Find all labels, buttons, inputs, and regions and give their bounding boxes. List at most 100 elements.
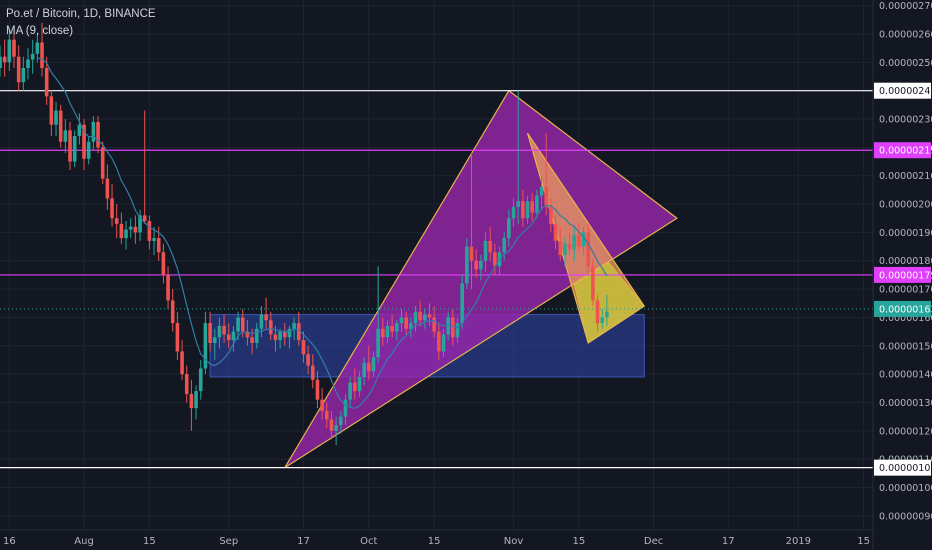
candle-body[interactable] [521,201,525,219]
candle-body[interactable] [292,323,296,329]
candle-body[interactable] [63,130,68,142]
candle-body[interactable] [385,325,390,338]
candle-body[interactable] [7,39,12,63]
candle-body[interactable] [525,201,530,219]
candle-body[interactable] [259,314,264,329]
candle-body[interactable] [418,311,422,321]
candle-body[interactable] [180,351,184,375]
candle-body[interactable] [474,260,478,270]
candle-body[interactable] [451,317,455,338]
candle-body[interactable] [72,136,77,162]
candle-body[interactable] [572,235,577,250]
candle-body[interactable] [147,221,152,241]
price-axis[interactable]: 0.000000900.000001000.000001100.00000120… [872,0,932,550]
candle-body[interactable] [399,317,404,324]
candle-body[interactable] [558,240,563,256]
candle-body[interactable] [539,187,544,196]
candle-body[interactable] [404,317,408,329]
candle-body[interactable] [198,368,203,392]
candle-body[interactable] [367,362,371,372]
candle-body[interactable] [231,331,236,341]
candle-body[interactable] [49,96,54,125]
candle-body[interactable] [170,300,175,324]
candle-body[interactable] [567,243,572,250]
candle-body[interactable] [362,362,366,377]
candle-body[interactable] [217,325,222,338]
candle-body[interactable] [581,232,586,247]
candle-body[interactable] [493,252,497,267]
candle-body[interactable] [553,223,558,241]
candle-body[interactable] [273,334,278,341]
candle-body[interactable] [208,323,212,343]
candle-body[interactable] [371,357,376,372]
candle-body[interactable] [268,320,273,335]
candle-body[interactable] [586,232,591,267]
candle-body[interactable] [605,311,609,318]
candle-body[interactable] [282,331,287,338]
candle-body[interactable] [114,218,119,224]
symbol-title[interactable]: Po.et / Bitcoin, 1D, BINANCE [6,8,156,20]
candle-body[interactable] [455,323,460,338]
candle-body[interactable] [413,311,418,324]
candle-body[interactable] [278,331,282,341]
candle-body[interactable] [124,229,128,239]
candle-body[interactable] [226,334,231,341]
candle-body[interactable] [44,68,49,97]
candle-body[interactable] [427,314,432,318]
candle-body[interactable] [189,393,194,409]
candle-body[interactable] [245,331,250,338]
candle-body[interactable] [21,68,26,83]
candle-body[interactable] [96,121,100,148]
candle-body[interactable] [507,218,511,239]
candle-body[interactable] [516,201,520,207]
candle-body[interactable] [600,317,605,324]
candle-body[interactable] [338,416,343,426]
candle-body[interactable] [483,240,488,261]
candle-body[interactable] [194,391,198,409]
candle-body[interactable] [0,56,2,69]
candle-body[interactable] [511,206,516,219]
candle-body[interactable] [152,238,156,241]
candle-body[interactable] [306,354,310,366]
candle-body[interactable] [390,325,394,332]
time-axis[interactable]: 16 Aug 15 Sep 17 Oct 15 Nov 15 Dec 17 2019 15 [0,529,873,547]
candle-body[interactable] [395,323,399,332]
candle-body[interactable] [446,317,450,335]
candle-body[interactable] [296,323,301,341]
candle-body[interactable] [301,340,306,355]
candle-body[interactable] [77,124,82,137]
candle-body[interactable] [58,110,63,142]
candle-body[interactable] [264,314,268,321]
candle-body[interactable] [138,215,142,233]
candle-body[interactable] [460,283,464,324]
candle-body[interactable] [250,337,254,343]
candle-body[interactable] [376,328,380,358]
candle-body[interactable] [142,215,147,222]
candle-body[interactable] [287,328,292,338]
candle-body[interactable] [530,201,535,213]
candle-body[interactable] [2,56,7,63]
candle-body[interactable] [68,130,72,162]
candle-body[interactable] [320,399,324,411]
candle-body[interactable] [591,266,595,301]
candle-body[interactable] [310,365,315,380]
candle-body[interactable] [222,325,226,335]
candle-body[interactable] [357,376,362,392]
candle-body[interactable] [86,141,91,159]
candle-body[interactable] [381,328,385,338]
candle-body[interactable] [110,198,114,219]
candle-body[interactable] [203,323,208,369]
candle-body[interactable] [563,243,567,256]
candle-body[interactable] [423,314,427,321]
candle-body[interactable] [30,53,35,60]
candle-body[interactable] [175,323,180,352]
candle-body[interactable] [353,382,357,392]
candle-body[interactable] [156,238,161,253]
candle-body[interactable] [128,226,133,230]
candle-body[interactable] [254,328,259,343]
candle-body[interactable] [595,300,600,324]
candle-body[interactable] [502,238,506,253]
candle-body[interactable] [549,206,553,224]
candle-body[interactable] [54,110,58,125]
